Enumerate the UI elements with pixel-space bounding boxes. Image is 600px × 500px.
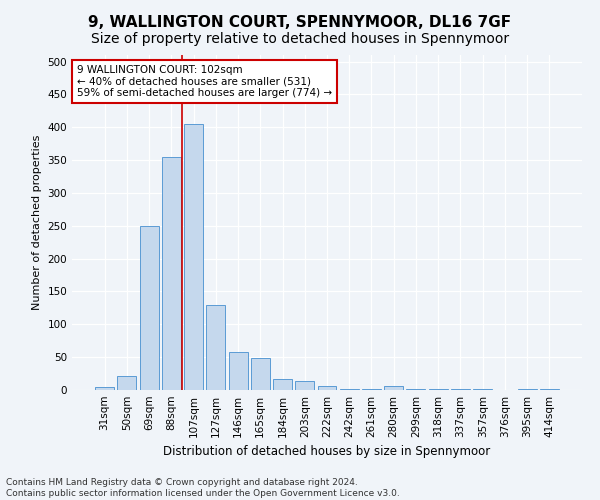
X-axis label: Distribution of detached houses by size in Spennymoor: Distribution of detached houses by size … [163,446,491,458]
Bar [540,388,559,390]
Text: 9 WALLINGTON COURT: 102sqm
← 40% of detached houses are smaller (531)
59% of sem: 9 WALLINGTON COURT: 102sqm ← 40% of deta… [77,65,332,98]
Bar [295,381,314,390]
Text: Size of property relative to detached houses in Spennymoor: Size of property relative to detached ho… [91,32,509,46]
Bar [140,226,158,390]
Bar [251,358,270,390]
Bar [229,352,248,390]
Bar [118,376,136,390]
Text: Contains HM Land Registry data © Crown copyright and database right 2024.
Contai: Contains HM Land Registry data © Crown c… [6,478,400,498]
Bar [162,157,181,390]
Bar [384,386,403,390]
Bar [273,379,292,390]
Bar [317,386,337,390]
Bar [206,304,225,390]
Text: 9, WALLINGTON COURT, SPENNYMOOR, DL16 7GF: 9, WALLINGTON COURT, SPENNYMOOR, DL16 7G… [88,15,512,30]
Bar [95,386,114,390]
Bar [184,124,203,390]
Y-axis label: Number of detached properties: Number of detached properties [32,135,42,310]
